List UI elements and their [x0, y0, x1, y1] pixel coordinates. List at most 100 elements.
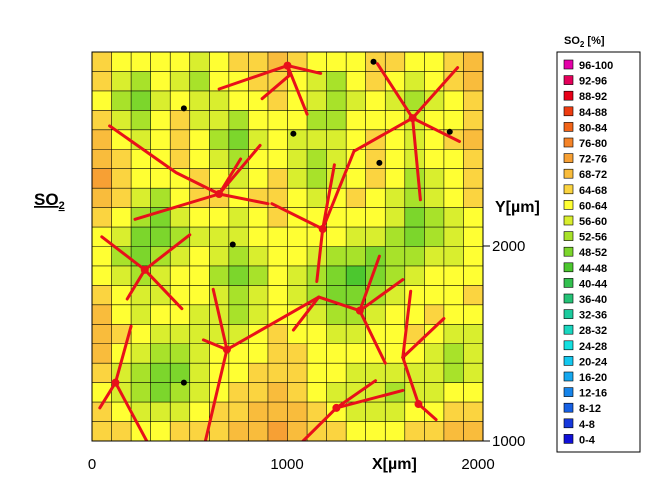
- grain-boundary: [203, 348, 229, 441]
- heatmap-cell: [424, 168, 445, 189]
- heatmap-cell: [248, 168, 269, 189]
- heatmap-cell: [424, 227, 445, 247]
- heatmap-cell: [92, 421, 112, 441]
- legend-item-label: 64-68: [579, 185, 607, 197]
- grain-node: [140, 265, 149, 274]
- heatmap-cell: [248, 52, 269, 72]
- grain-boundary: [401, 289, 413, 359]
- legend-swatch: [563, 153, 574, 163]
- legend-title-unit: [%]: [584, 35, 605, 47]
- heatmap-cell: [326, 52, 347, 72]
- legend-item-label: 56-60: [579, 216, 607, 228]
- heatmap-cell: [385, 207, 406, 228]
- heatmap-cell: [150, 363, 171, 383]
- heatmap-cell: [326, 71, 347, 92]
- legend-swatch: [563, 324, 574, 335]
- heatmap-cell: [267, 129, 288, 150]
- legend-item-label: 40-44: [579, 278, 608, 290]
- heatmap-cell: [189, 285, 210, 306]
- heatmap-cell: [131, 363, 151, 383]
- heatmap-cell: [443, 304, 464, 325]
- heatmap-cell: [170, 71, 191, 92]
- heatmap-cell: [267, 227, 288, 247]
- heatmap-cell: [189, 188, 210, 208]
- heatmap-cell: [404, 324, 425, 345]
- legend-item-label: 28-32: [579, 325, 607, 337]
- heatmap-cell: [189, 421, 210, 441]
- heatmap-cell: [404, 71, 425, 92]
- heatmap-cell: [150, 343, 171, 364]
- grain-node: [215, 189, 224, 198]
- heatmap-cell: [424, 71, 445, 92]
- heatmap-cell: [150, 110, 171, 131]
- heatmap-cell: [111, 52, 132, 72]
- grain-node: [355, 306, 364, 315]
- heatmap-cell: [326, 129, 347, 150]
- heatmap-cell: [404, 285, 425, 306]
- heatmap-cell: [307, 246, 327, 267]
- heatmap-cell: [404, 207, 425, 228]
- heatmap-cell: [228, 207, 249, 228]
- heatmap-cell: [463, 402, 483, 422]
- legend-swatch: [563, 231, 574, 241]
- legend-swatch: [563, 293, 574, 304]
- heatmap-cell: [365, 421, 386, 441]
- heatmap-cell: [92, 110, 112, 131]
- heatmap-cell: [92, 304, 112, 325]
- legend-swatch: [563, 262, 574, 273]
- heatmap-cell: [365, 285, 386, 306]
- heatmap-cell: [326, 343, 347, 364]
- heatmap-cell: [111, 71, 132, 92]
- heatmap-cell: [326, 304, 347, 325]
- legend-item-label: 76-80: [579, 138, 607, 150]
- heatmap-cell: [150, 265, 171, 286]
- legend-swatch: [563, 371, 574, 382]
- heatmap-cell: [150, 421, 171, 441]
- heatmap-cell: [287, 168, 308, 189]
- heatmap-cell: [267, 285, 288, 306]
- heatmap-cell: [287, 265, 308, 286]
- heatmap-cell: [346, 246, 366, 267]
- heatmap-cell: [92, 90, 112, 111]
- heatmap-cell: [404, 421, 425, 441]
- grain-boundary: [358, 309, 387, 365]
- sample-point: [376, 159, 383, 166]
- heatmap-cell: [92, 285, 112, 306]
- heatmap-cell: [346, 324, 366, 345]
- heatmap-cell: [365, 246, 386, 267]
- heatmap-cell: [424, 343, 445, 364]
- heatmap-cell: [248, 265, 269, 286]
- heatmap-cell: [365, 90, 386, 111]
- plot-area: [92, 52, 483, 441]
- grid-lines: [92, 52, 483, 441]
- heatmap-cell: [463, 188, 483, 208]
- heatmap-cell: [385, 188, 406, 208]
- heatmap-cell: [287, 382, 308, 403]
- heatmap-cell: [307, 149, 327, 169]
- grain-boundary: [143, 268, 184, 311]
- heatmap-cell: [365, 324, 386, 345]
- legend-item-label: 12-16: [579, 388, 607, 400]
- heatmap-cell: [463, 246, 483, 267]
- heatmap-cell: [443, 246, 464, 267]
- heatmap-cell: [131, 110, 151, 131]
- heatmap-cell: [404, 343, 425, 364]
- heatmap-cell: [424, 304, 445, 325]
- heatmap-cell: [267, 207, 288, 228]
- heatmap-cell: [424, 421, 445, 441]
- heatmap-cell: [111, 149, 132, 169]
- heatmap-cell: [463, 110, 483, 131]
- heatmap-cell: [326, 207, 347, 228]
- heatmap-cell: [326, 246, 347, 267]
- heatmap-cell: [307, 129, 327, 150]
- heatmap-cell: [463, 304, 483, 325]
- legend-item-label: 36-40: [579, 294, 607, 306]
- heatmap-cell: [463, 207, 483, 228]
- heatmap-cell: [307, 363, 327, 383]
- heatmap-cell: [463, 343, 483, 364]
- heatmap-cell: [463, 363, 483, 383]
- heatmap-cell: [443, 421, 464, 441]
- heatmap-cell: [228, 110, 249, 131]
- heatmap-cell: [365, 188, 386, 208]
